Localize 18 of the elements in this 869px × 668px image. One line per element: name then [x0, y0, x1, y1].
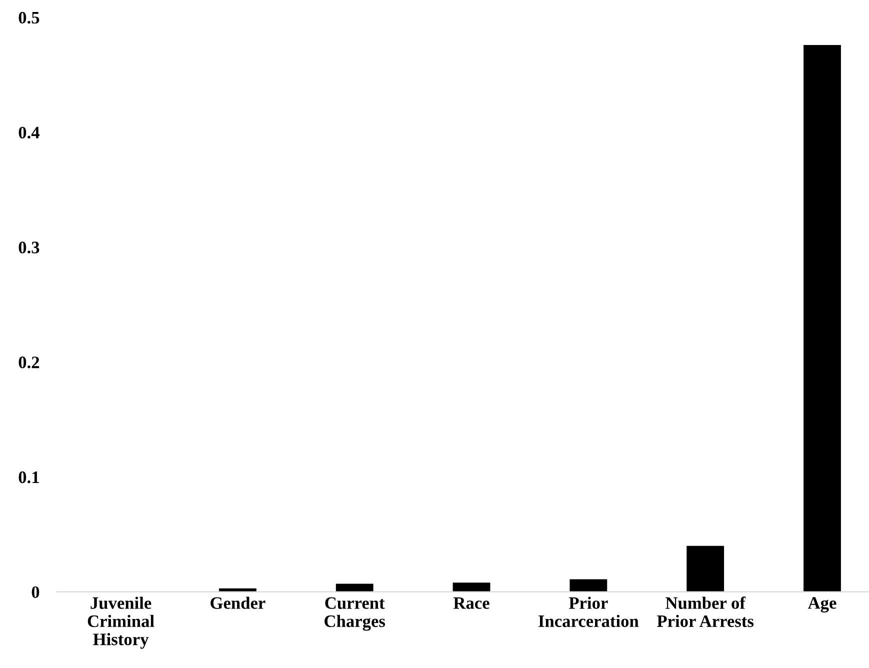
bar: [452, 582, 490, 592]
x-tick-label: Age: [808, 597, 836, 612]
x-tick-label: Gender: [210, 596, 266, 609]
x-tick-label: Race: [453, 597, 490, 609]
y-tick-label: 0.5: [18, 12, 40, 24]
x-tick-label: Prior Incarceration: [538, 596, 639, 628]
bar: [570, 579, 608, 592]
x-tick-label: Number of Prior Arrests: [657, 596, 754, 628]
bar: [686, 546, 724, 592]
y-tick-label: 0.4: [18, 126, 40, 139]
bar: [336, 584, 374, 592]
y-tick-label: 0.2: [18, 356, 40, 368]
x-tick-label: Juvenile Criminal History: [88, 596, 154, 649]
y-tick-label: 0.3: [18, 242, 40, 254]
bar: [804, 44, 841, 592]
y-tick-label: 0.1: [18, 471, 39, 484]
y-tick-label: 0: [32, 586, 40, 598]
x-tick-label: Current Charges: [324, 597, 386, 631]
